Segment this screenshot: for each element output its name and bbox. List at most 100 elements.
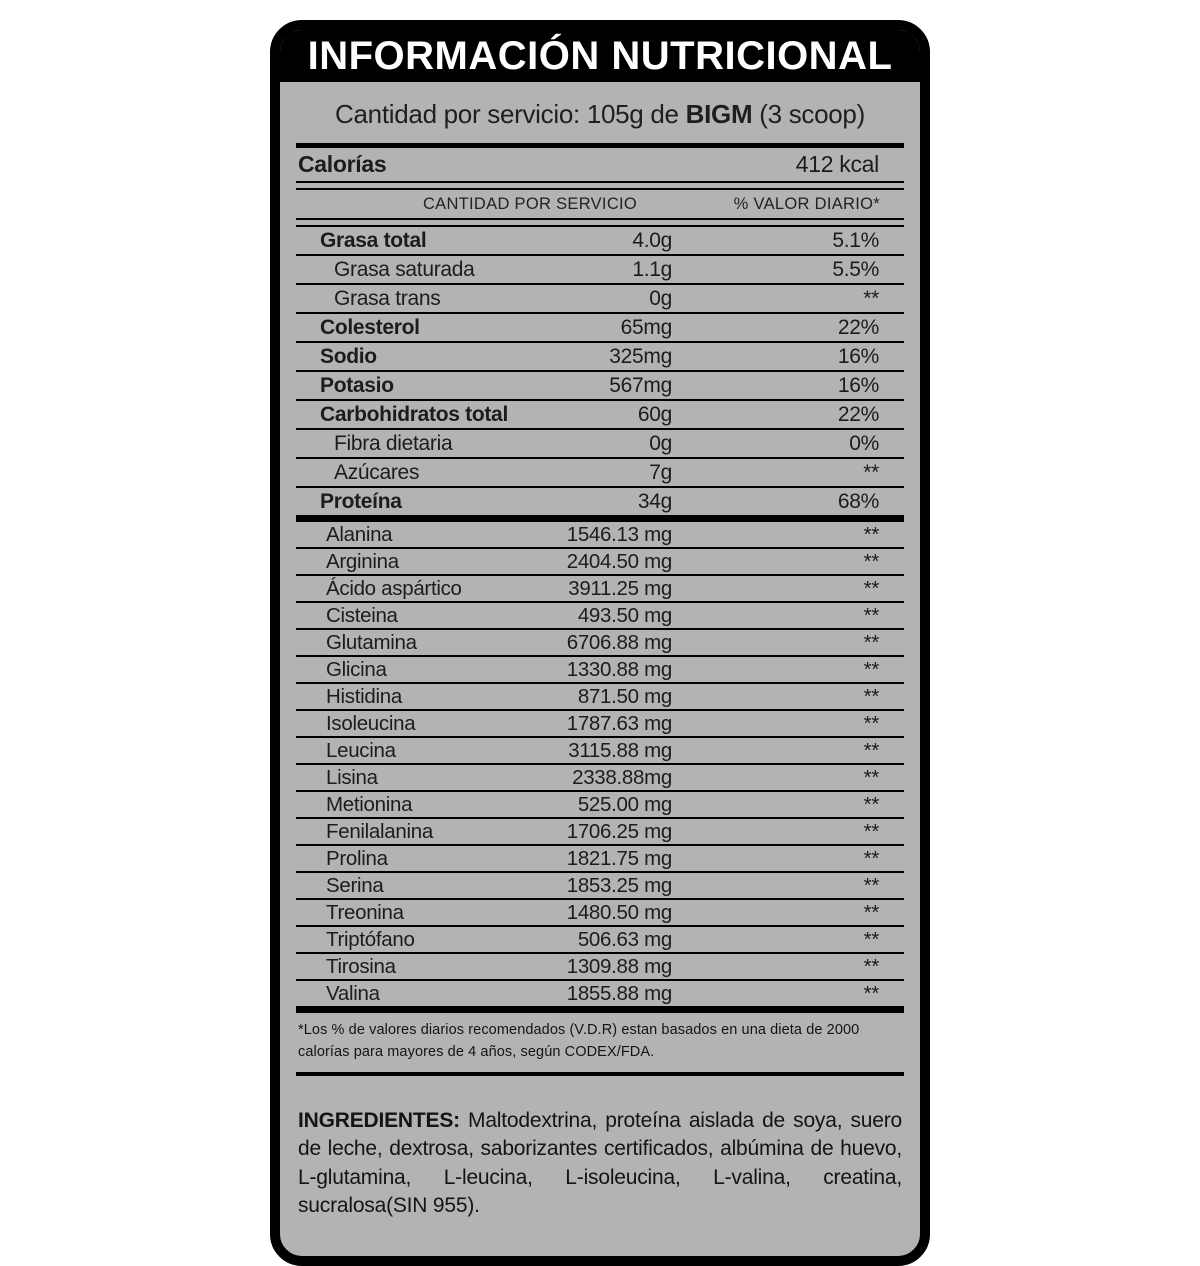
nutrient-name: Colesterol (320, 315, 420, 339)
nutrient-daily-value: 22% (837, 315, 879, 339)
nutrient-row: Proteína 34g 68% (296, 486, 904, 515)
amino-acid-amount: 1480.50 mg (566, 900, 673, 924)
amino-acid-name: Cisteina (326, 603, 398, 627)
amino-acid-row: Treonina 1480.50 mg ** (296, 898, 904, 925)
amino-acid-name: Glicina (326, 657, 387, 681)
nutrient-amount: 1.1g (632, 257, 672, 281)
amino-acid-name: Ácido aspártico (326, 576, 462, 600)
amino-acid-amount: 1821.75 mg (566, 846, 673, 870)
amino-acid-row: Leucina 3115.88 mg ** (296, 736, 904, 763)
amino-acid-name: Alanina (326, 522, 393, 546)
brand-name: BIGM (685, 99, 753, 129)
amino-acid-row: Triptófano 506.63 mg ** (296, 925, 904, 952)
amino-acid-amount: 1309.88 mg (566, 954, 673, 978)
nutrition-label: INFORMACIÓN NUTRICIONAL Cantidad por ser… (270, 20, 930, 1266)
nutrient-name: Sodio (320, 344, 377, 368)
amino-acid-row: Fenilalanina 1706.25 mg ** (296, 817, 904, 844)
amino-acid-daily-value: ** (863, 522, 880, 546)
amino-acid-row: Ácido aspártico 3911.25 mg ** (296, 574, 904, 601)
amino-acid-daily-value: ** (863, 684, 880, 708)
amino-acid-daily-value: ** (863, 603, 880, 627)
amino-acids-table: Alanina 1546.13 mg ** Arginina 2404.50 mg ** Á… (296, 522, 904, 1006)
divider-double (296, 181, 904, 190)
amino-acid-amount: 1855.88 mg (566, 981, 673, 1005)
amino-acid-row: Serina 1853.25 mg ** (296, 871, 904, 898)
amino-acid-amount: 2338.88mg (572, 765, 672, 789)
amino-acid-amount: 1787.63 mg (566, 711, 673, 735)
nutrient-daily-value: ** (863, 460, 879, 484)
amount-column-header: CANTIDAD POR SERVICIO (422, 194, 638, 213)
amino-acid-amount: 1330.88 mg (566, 657, 673, 681)
nutrient-daily-value: 68% (837, 489, 879, 513)
ingredients-paragraph: INGREDIENTES: Maltodextrina, proteína ai… (296, 1097, 904, 1235)
amino-acid-amount: 1706.25 mg (566, 819, 673, 843)
serving-suffix: (3 scoop) (752, 99, 865, 129)
nutrition-title-band: INFORMACIÓN NUTRICIONAL (280, 30, 920, 82)
amino-acid-amount: 871.50 mg (577, 684, 672, 708)
nutrient-daily-value: 5.5% (832, 257, 879, 281)
nutrient-name: Grasa saturada (334, 257, 475, 281)
nutrient-amount: 0g (649, 431, 672, 455)
nutrient-row: Carbohidratos total 60g 22% (296, 399, 904, 428)
divider-double (296, 218, 904, 227)
amino-acid-amount: 525.00 mg (577, 792, 672, 816)
nutrient-row: Grasa trans 0g ** (296, 283, 904, 312)
nutrient-amount: 325mg (609, 344, 672, 368)
amino-acid-name: Tirosina (326, 954, 396, 978)
amino-acid-daily-value: ** (863, 576, 880, 600)
amino-acid-daily-value: ** (863, 981, 880, 1005)
amino-acid-amount: 493.50 mg (577, 603, 672, 627)
nutrient-row: Fibra dietaria 0g 0% (296, 428, 904, 457)
nutrient-name: Potasio (320, 373, 394, 397)
amino-acid-name: Metionina (326, 792, 413, 816)
amino-acid-amount: 1546.13 mg (566, 522, 673, 546)
amino-acid-name: Isoleucina (326, 711, 416, 735)
nutrient-row: Azúcares 7g ** (296, 457, 904, 486)
amino-acid-daily-value: ** (863, 846, 880, 870)
daily-value-footnote: *Los % de valores diarios recomendados (… (298, 1022, 860, 1060)
amino-acid-daily-value: ** (863, 657, 880, 681)
daily-value-column-header: % VALOR DIARIO* (733, 194, 880, 213)
nutrition-title: INFORMACIÓN NUTRICIONAL (307, 33, 893, 78)
nutrient-daily-value: 16% (837, 344, 879, 368)
amino-acid-name: Serina (326, 873, 384, 897)
calories-label: Calorías (298, 151, 387, 177)
divider-bar (296, 515, 904, 522)
nutrients-table: Grasa total 4.0g 5.1% Grasa saturada 1.1g 5.5… (296, 227, 904, 515)
nutrient-daily-value: 5.1% (832, 228, 879, 252)
calories-value: 412 kcal (795, 151, 880, 177)
amino-acid-row: Glutamina 6706.88 mg ** (296, 628, 904, 655)
amino-acid-row: Tirosina 1309.88 mg ** (296, 952, 904, 979)
amino-acid-name: Arginina (326, 549, 399, 573)
amino-acid-name: Leucina (326, 738, 396, 762)
amino-acid-row: Cisteina 493.50 mg ** (296, 601, 904, 628)
amino-acid-name: Fenilalanina (326, 819, 433, 843)
amino-acid-name: Triptófano (326, 927, 415, 951)
amino-acid-amount: 2404.50 mg (566, 549, 673, 573)
amino-acid-daily-value: ** (863, 792, 880, 816)
amino-acid-name: Valina (326, 981, 380, 1005)
amino-acid-name: Treonina (326, 900, 404, 924)
amino-acid-daily-value: ** (863, 738, 880, 762)
calories-row: Calorías 412 kcal (296, 148, 904, 181)
label-body: Cantidad por servicio: 105g de BIGM (3 s… (280, 82, 920, 1235)
amino-acid-name: Histidina (326, 684, 402, 708)
nutrient-name: Grasa trans (334, 286, 441, 310)
amino-acid-amount: 506.63 mg (577, 927, 672, 951)
amino-acid-amount: 6706.88 mg (566, 630, 673, 654)
nutrient-amount: 65mg (620, 315, 673, 339)
amino-acid-daily-value: ** (863, 873, 880, 897)
column-header-row: CANTIDAD POR SERVICIO % VALOR DIARIO* (296, 190, 904, 218)
nutrient-name: Azúcares (334, 460, 420, 484)
nutrient-daily-value: 22% (837, 402, 879, 426)
amino-acid-name: Glutamina (326, 630, 417, 654)
amino-acid-daily-value: ** (863, 900, 880, 924)
nutrient-amount: 7g (649, 460, 672, 484)
nutrient-name: Proteína (320, 489, 402, 513)
amino-acid-row: Alanina 1546.13 mg ** (296, 522, 904, 547)
amino-acid-row: Arginina 2404.50 mg ** (296, 547, 904, 574)
nutrient-daily-value: 0% (849, 431, 879, 455)
nutrient-name: Grasa total (320, 228, 427, 252)
nutrient-name: Carbohidratos total (320, 402, 508, 426)
nutrient-name: Fibra dietaria (334, 431, 453, 455)
